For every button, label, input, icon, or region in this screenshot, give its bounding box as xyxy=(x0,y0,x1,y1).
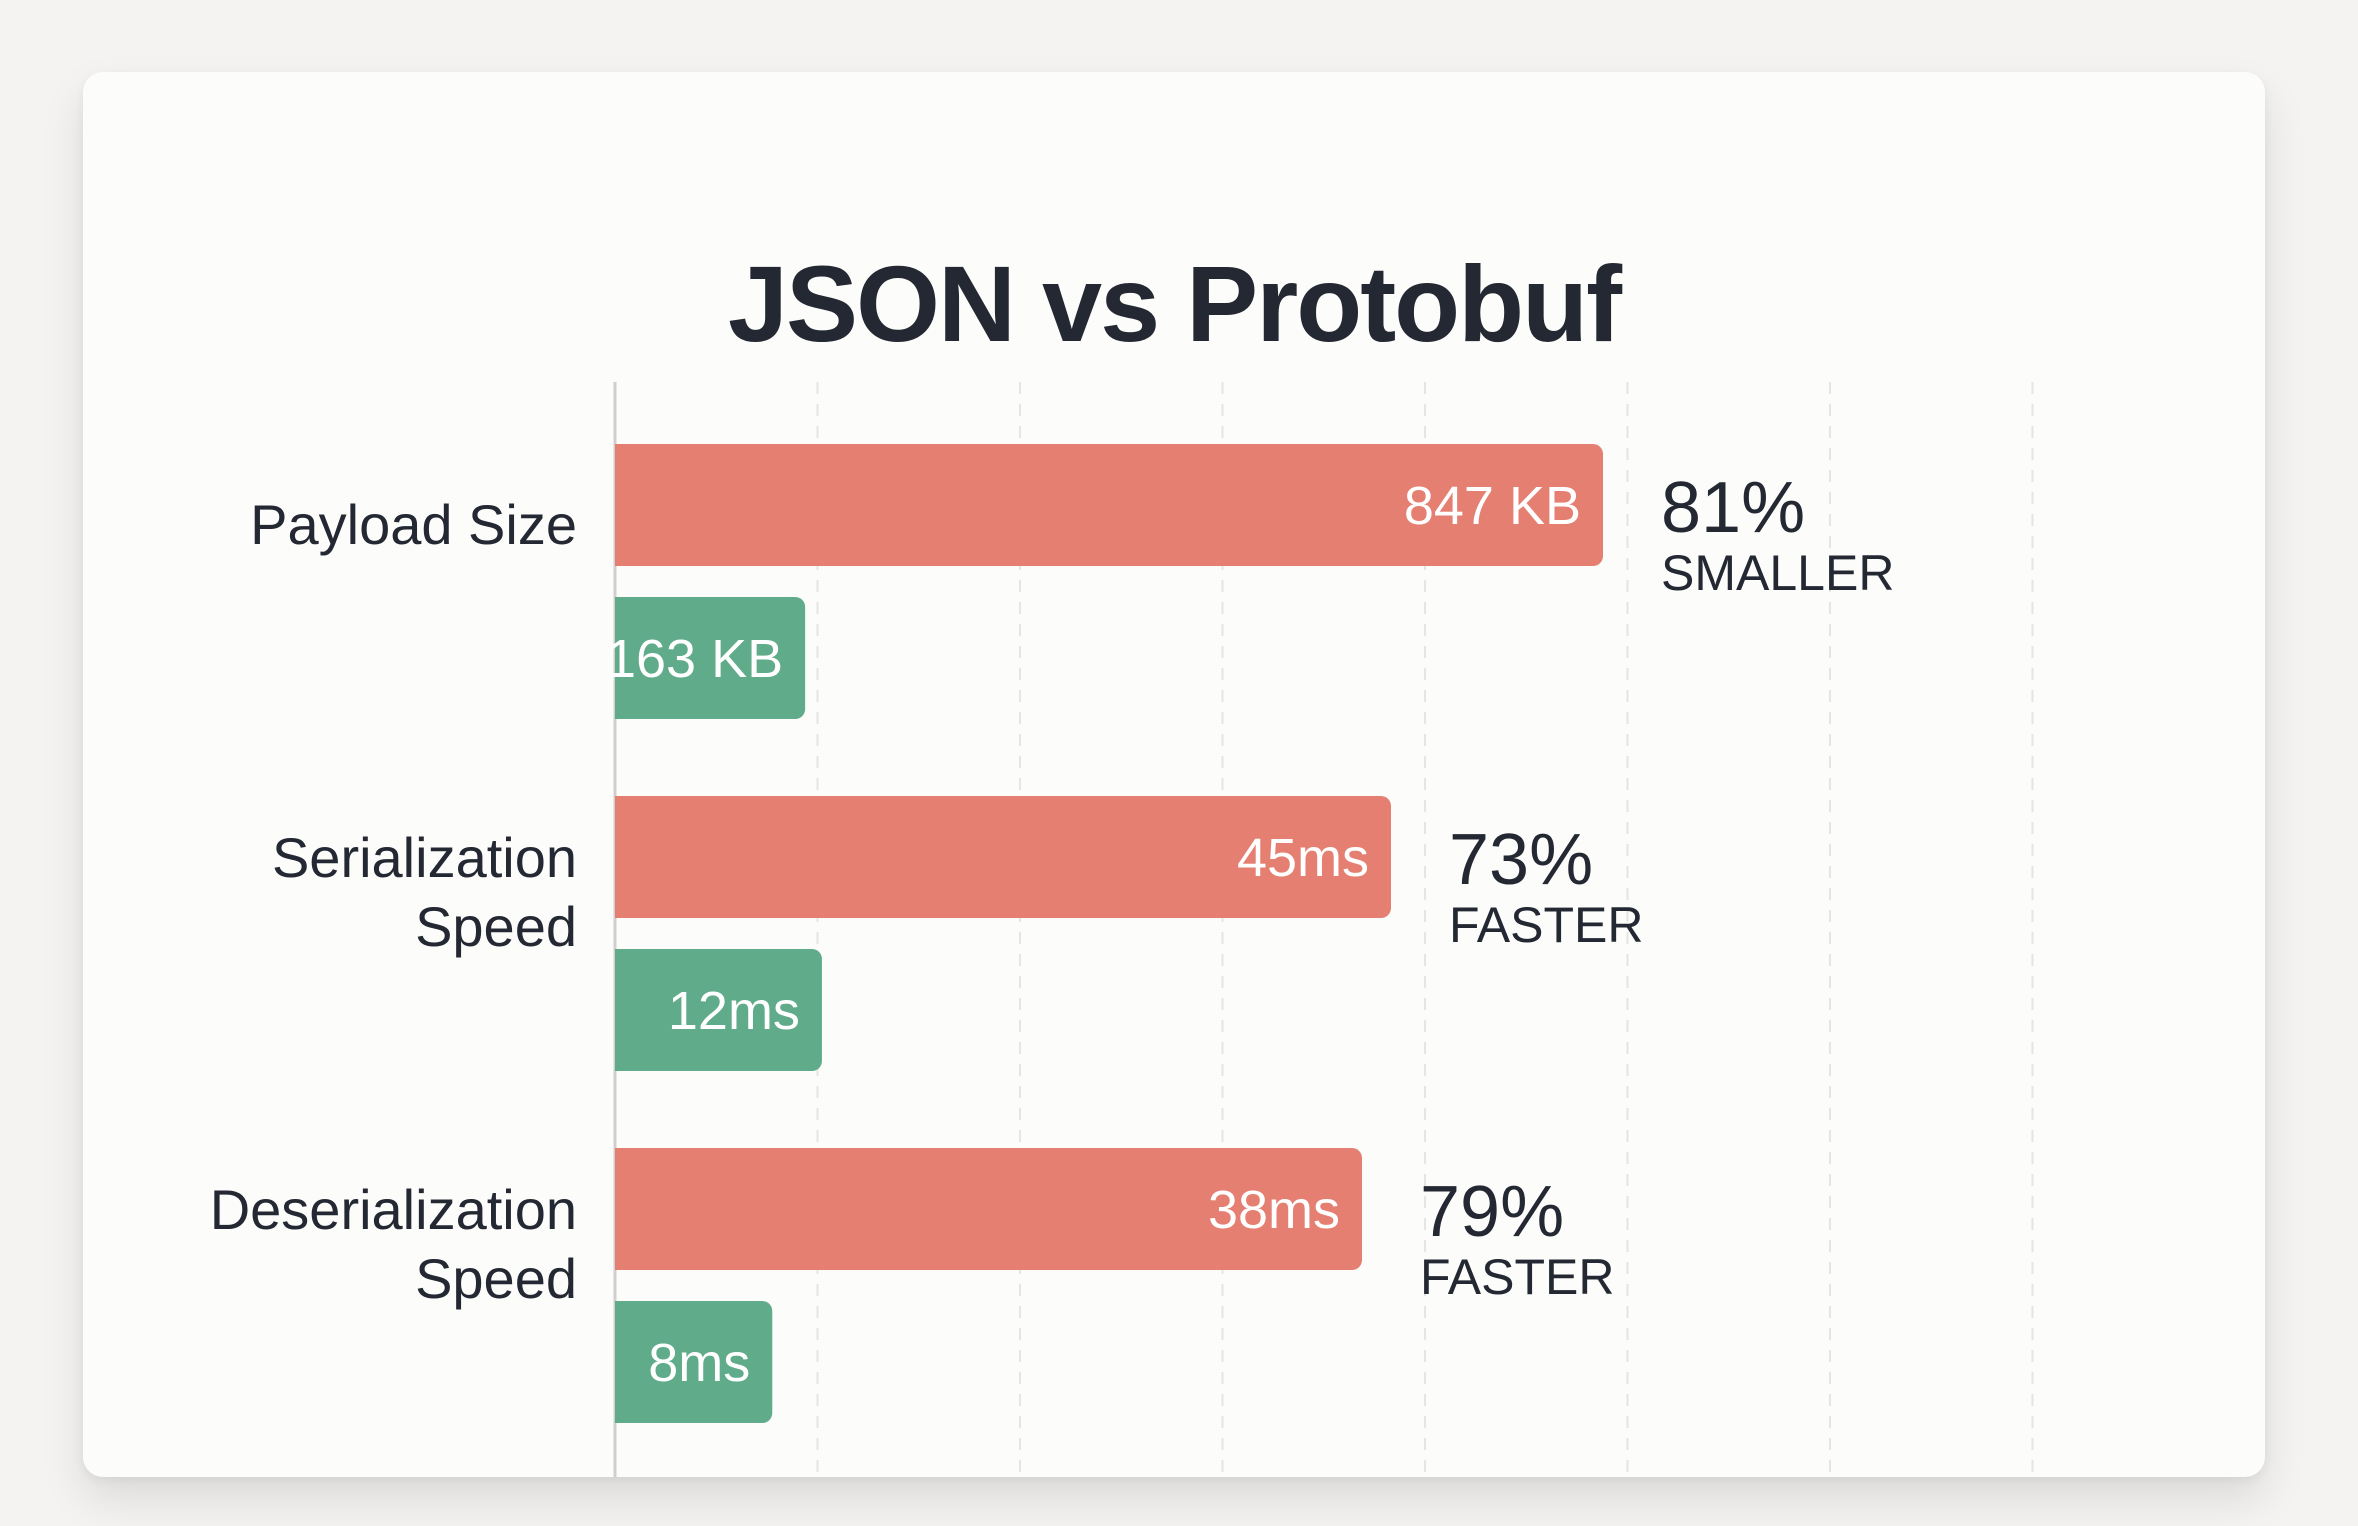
json-bar-value-label: 45ms xyxy=(1237,828,1369,888)
improvement-word: SMALLER xyxy=(1661,545,1894,601)
protobuf-bar xyxy=(615,1301,773,1423)
json-bar xyxy=(615,796,1391,918)
chart-title: JSON vs Protobuf xyxy=(727,243,1622,364)
improvement-percent: 79% xyxy=(1420,1172,1564,1252)
bar-edge xyxy=(615,597,635,719)
protobuf-bar xyxy=(615,597,806,719)
bar-edge xyxy=(615,949,635,1071)
protobuf-bar-value-label: 8ms xyxy=(648,1333,750,1393)
category-label: Speed xyxy=(415,1247,577,1310)
protobuf-bar-value-label: 163 KB xyxy=(606,629,783,689)
bar-edge xyxy=(615,1148,635,1270)
chart-card: JSON vs Protobuf Payload Size 847 KB 163 K… xyxy=(83,72,2265,1477)
improvement-word: FASTER xyxy=(1449,897,1643,953)
category-label: Speed xyxy=(415,895,577,958)
json-bar-value-label: 38ms xyxy=(1208,1180,1340,1240)
improvement-percent: 81% xyxy=(1661,468,1805,548)
bar-edge xyxy=(615,444,635,566)
bar-edge xyxy=(615,796,635,918)
category-label: Serialization xyxy=(272,826,577,889)
bar-edge xyxy=(615,1301,635,1423)
json-bar xyxy=(615,1148,1362,1270)
chart-canvas: Payload Size 847 KB 163 KB 81%SMALLER Serial… xyxy=(210,382,2034,1477)
category-label: Payload Size xyxy=(250,493,577,556)
json-bar-value-label: 847 KB xyxy=(1404,476,1581,536)
category-label: Deserialization xyxy=(210,1178,577,1241)
json-bar xyxy=(615,444,1603,566)
protobuf-bar-value-label: 12ms xyxy=(668,981,800,1041)
improvement-word: FASTER xyxy=(1420,1249,1614,1305)
protobuf-bar xyxy=(615,949,822,1071)
improvement-percent: 73% xyxy=(1449,820,1593,900)
